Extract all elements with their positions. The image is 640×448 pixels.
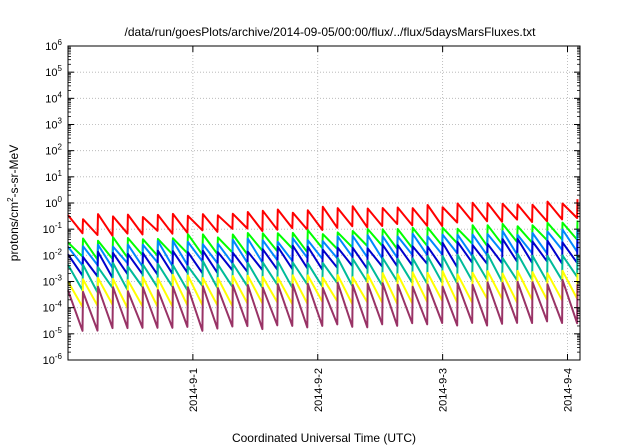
y-axis-title-rest: -s-sr-MeV (7, 145, 21, 198)
y-tick-label: 10-1 (43, 221, 63, 236)
y-tick-label: 105 (45, 64, 62, 79)
y-tick-label: 103 (45, 117, 62, 132)
y-axis-title: protons/cm2-s-sr-MeV (6, 145, 21, 261)
y-tick-label: 10-6 (43, 352, 63, 367)
y-tick-label: 106 (45, 38, 62, 53)
y-axis-title-main: protons/cm (7, 202, 21, 261)
x-tick-label: 2014-9-3 (438, 368, 450, 412)
x-tick-label: 2014-9-4 (563, 368, 575, 412)
y-tick-label: 10-2 (43, 247, 63, 262)
x-axis-title: Coordinated Universal Time (UTC) (232, 431, 416, 445)
y-tick-label: 102 (45, 143, 62, 158)
y-tick-label: 104 (45, 90, 62, 105)
y-tick-label: 100 (45, 195, 62, 210)
series-group (67, 199, 579, 332)
series-line-7 (67, 278, 579, 332)
series-line-1 (67, 199, 579, 237)
x-tick-label: 2014-9-2 (313, 368, 325, 412)
y-tick-label: 10-4 (43, 300, 63, 315)
x-tick-label: 2014-9-1 (188, 368, 200, 412)
y-tick-label: 10-5 (43, 326, 63, 341)
chart-title: /data/run/goesPlots/archive/2014-09-05/0… (125, 25, 537, 39)
ticks: 10-6 10-5 10-4 10-3 10-2 10-1 100 101 102 103 104 1… (43, 38, 580, 412)
y-tick-label: 101 (45, 169, 62, 184)
y-axis-title-sup: 2 (6, 197, 15, 202)
grid (68, 46, 580, 360)
y-tick-label: 10-3 (43, 274, 63, 289)
